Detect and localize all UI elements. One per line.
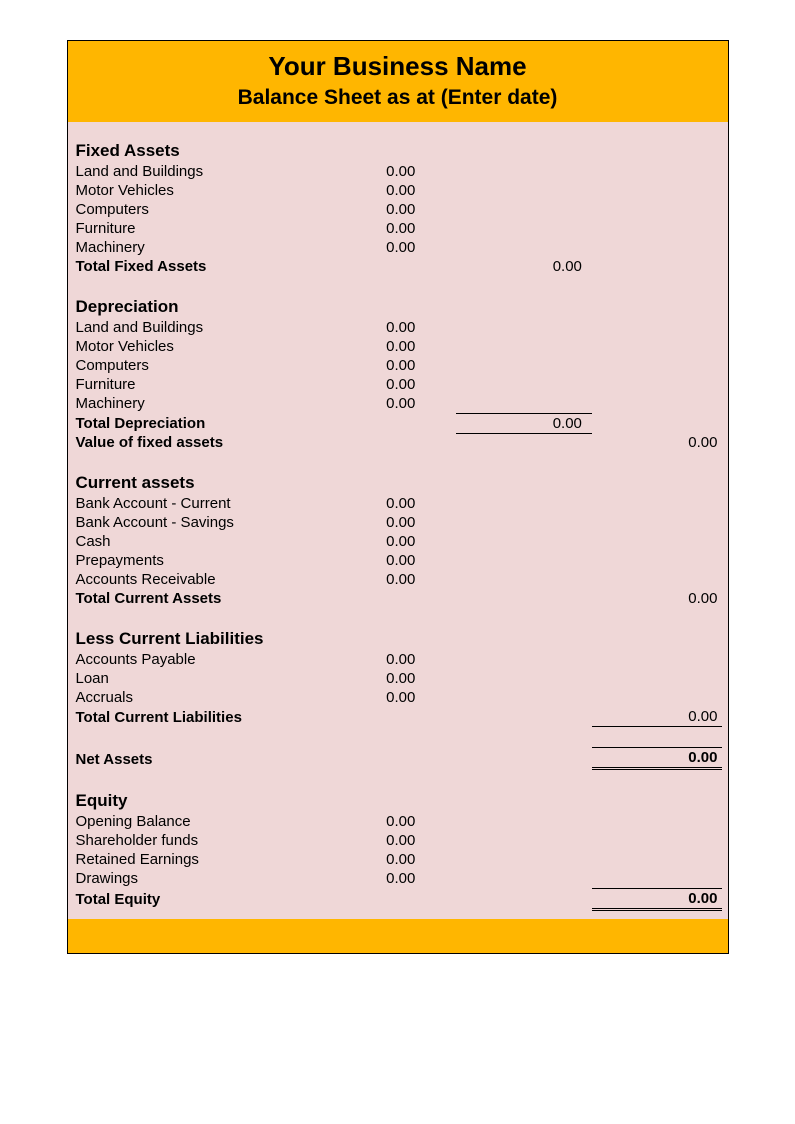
item-value: 0.00 — [346, 375, 456, 394]
item-value: 0.00 — [346, 181, 456, 200]
line-item: Opening Balance0.00 — [74, 812, 722, 831]
item-value: 0.00 — [346, 570, 456, 589]
item-value: 0.00 — [346, 219, 456, 238]
total-label: Total Current Assets — [74, 589, 346, 608]
total-label: Total Fixed Assets — [74, 257, 346, 276]
line-item: Accruals0.00 — [74, 688, 722, 707]
line-item: Bank Account - Savings0.00 — [74, 513, 722, 532]
line-item: Retained Earnings0.00 — [74, 850, 722, 869]
item-value: 0.00 — [346, 494, 456, 513]
item-label: Machinery — [74, 238, 346, 257]
line-item: Furniture0.00 — [74, 375, 722, 394]
item-label: Shareholder funds — [74, 831, 346, 850]
total-row: Total Current Liabilities 0.00 — [74, 707, 722, 727]
net-assets-label: Net Assets — [74, 748, 346, 769]
line-item: Prepayments0.00 — [74, 551, 722, 570]
total-label: Total Depreciation — [74, 413, 346, 433]
line-item: Accounts Payable0.00 — [74, 650, 722, 669]
item-value: 0.00 — [346, 337, 456, 356]
business-name: Your Business Name — [68, 51, 728, 82]
sheet-body: Fixed Assets Land and Buildings0.00 Moto… — [68, 122, 728, 919]
header: Your Business Name Balance Sheet as at (… — [68, 41, 728, 122]
section-heading: Fixed Assets — [74, 140, 346, 162]
item-label: Cash — [74, 532, 346, 551]
line-item: Loan0.00 — [74, 669, 722, 688]
item-label: Loan — [74, 669, 346, 688]
total-label: Total Equity — [74, 888, 346, 909]
item-label: Land and Buildings — [74, 162, 346, 181]
item-label: Computers — [74, 356, 346, 375]
item-value: 0.00 — [346, 650, 456, 669]
total-label: Total Current Liabilities — [74, 707, 346, 727]
total-row: Total Depreciation 0.00 — [74, 413, 722, 433]
item-label: Bank Account - Savings — [74, 513, 346, 532]
section-heading: Equity — [74, 790, 346, 812]
balance-sheet: Your Business Name Balance Sheet as at (… — [67, 40, 729, 954]
item-label: Bank Account - Current — [74, 494, 346, 513]
sheet-subtitle: Balance Sheet as at (Enter date) — [68, 86, 728, 110]
line-item: Furniture0.00 — [74, 219, 722, 238]
item-label: Motor Vehicles — [74, 181, 346, 200]
item-label: Prepayments — [74, 551, 346, 570]
item-value: 0.00 — [346, 551, 456, 570]
line-item: Machinery0.00 — [74, 394, 722, 413]
item-label: Machinery — [74, 394, 346, 413]
line-item: Machinery0.00 — [74, 238, 722, 257]
line-item: Motor Vehicles0.00 — [74, 337, 722, 356]
item-value: 0.00 — [346, 238, 456, 257]
item-label: Accounts Receivable — [74, 570, 346, 589]
section-heading: Less Current Liabilities — [74, 628, 346, 650]
item-value: 0.00 — [346, 394, 456, 413]
line-item: Drawings0.00 — [74, 869, 722, 888]
item-value: 0.00 — [346, 812, 456, 831]
net-label: Value of fixed assets — [74, 433, 346, 452]
net-assets-row: Net Assets 0.00 — [74, 748, 722, 769]
item-value: 0.00 — [346, 850, 456, 869]
item-label: Land and Buildings — [74, 318, 346, 337]
item-value: 0.00 — [346, 869, 456, 888]
total-value: 0.00 — [592, 589, 722, 608]
total-value: 0.00 — [592, 707, 722, 727]
item-value: 0.00 — [346, 200, 456, 219]
item-label: Accounts Payable — [74, 650, 346, 669]
item-label: Computers — [74, 200, 346, 219]
line-item: Accounts Receivable0.00 — [74, 570, 722, 589]
item-value: 0.00 — [346, 318, 456, 337]
section-heading: Depreciation — [74, 296, 346, 318]
item-label: Retained Earnings — [74, 850, 346, 869]
net-assets-value: 0.00 — [592, 748, 722, 769]
item-value: 0.00 — [346, 669, 456, 688]
item-label: Opening Balance — [74, 812, 346, 831]
item-label: Accruals — [74, 688, 346, 707]
footer-bar — [68, 919, 728, 953]
line-item: Computers0.00 — [74, 356, 722, 375]
total-row: Total Equity 0.00 — [74, 888, 722, 909]
section-heading: Current assets — [74, 472, 346, 494]
item-label: Motor Vehicles — [74, 337, 346, 356]
item-label: Furniture — [74, 219, 346, 238]
line-item: Shareholder funds0.00 — [74, 831, 722, 850]
item-label: Drawings — [74, 869, 346, 888]
item-value: 0.00 — [346, 513, 456, 532]
line-item: Motor Vehicles0.00 — [74, 181, 722, 200]
total-value: 0.00 — [592, 888, 722, 909]
total-row: Total Current Assets 0.00 — [74, 589, 722, 608]
total-value: 0.00 — [456, 413, 592, 433]
line-item: Cash0.00 — [74, 532, 722, 551]
item-value: 0.00 — [346, 532, 456, 551]
line-item: Computers0.00 — [74, 200, 722, 219]
net-row: Value of fixed assets 0.00 — [74, 433, 722, 452]
item-value: 0.00 — [346, 162, 456, 181]
net-value: 0.00 — [592, 433, 722, 452]
balance-table: Fixed Assets Land and Buildings0.00 Moto… — [74, 140, 722, 919]
total-row: Total Fixed Assets 0.00 — [74, 257, 722, 276]
line-item: Bank Account - Current0.00 — [74, 494, 722, 513]
item-value: 0.00 — [346, 688, 456, 707]
item-value: 0.00 — [346, 831, 456, 850]
item-value: 0.00 — [346, 356, 456, 375]
item-label: Furniture — [74, 375, 346, 394]
line-item: Land and Buildings0.00 — [74, 318, 722, 337]
total-value: 0.00 — [456, 257, 592, 276]
line-item: Land and Buildings0.00 — [74, 162, 722, 181]
